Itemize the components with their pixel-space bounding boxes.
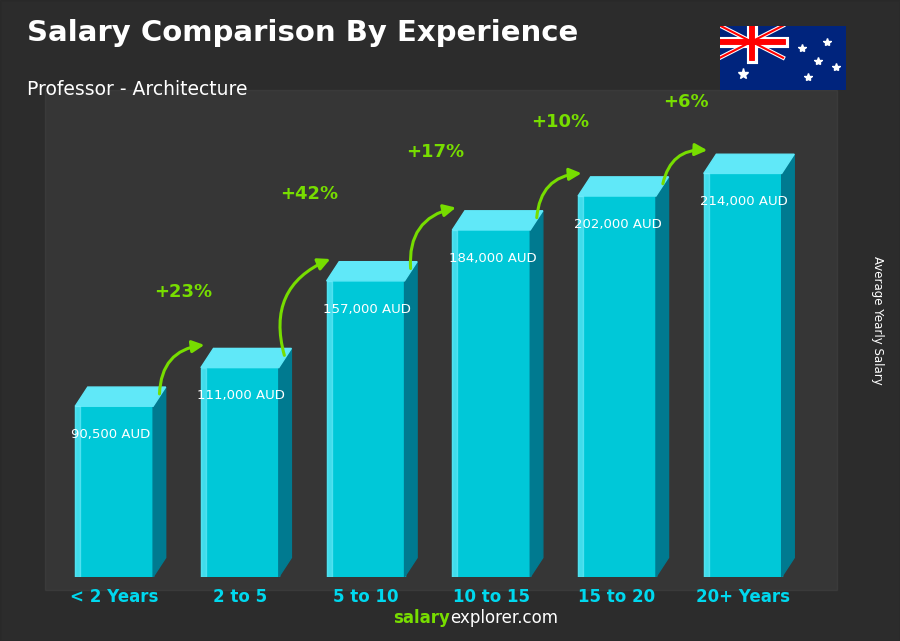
Polygon shape — [327, 281, 331, 577]
Text: salary: salary — [393, 609, 450, 627]
Text: 214,000 AUD: 214,000 AUD — [700, 195, 788, 208]
FancyArrowPatch shape — [159, 342, 201, 394]
Text: Salary Comparison By Experience: Salary Comparison By Experience — [27, 19, 578, 47]
Text: 202,000 AUD: 202,000 AUD — [574, 218, 662, 231]
Polygon shape — [453, 230, 530, 577]
Polygon shape — [578, 177, 669, 196]
Text: explorer.com: explorer.com — [450, 609, 558, 627]
Polygon shape — [76, 406, 153, 577]
Polygon shape — [453, 211, 543, 230]
Text: 184,000 AUD: 184,000 AUD — [448, 252, 536, 265]
Text: 111,000 AUD: 111,000 AUD — [197, 389, 285, 403]
Polygon shape — [656, 177, 669, 577]
FancyArrowPatch shape — [280, 260, 328, 355]
Polygon shape — [201, 349, 292, 368]
Polygon shape — [704, 174, 782, 577]
Polygon shape — [578, 196, 583, 577]
Polygon shape — [704, 154, 795, 174]
Polygon shape — [76, 406, 80, 577]
Polygon shape — [327, 281, 404, 577]
Text: +10%: +10% — [531, 113, 590, 131]
FancyArrowPatch shape — [536, 169, 578, 217]
Polygon shape — [153, 387, 166, 577]
Text: +6%: +6% — [663, 93, 709, 111]
Polygon shape — [327, 262, 417, 281]
Text: +17%: +17% — [406, 143, 464, 161]
Polygon shape — [201, 368, 279, 577]
Polygon shape — [201, 368, 206, 577]
Polygon shape — [76, 387, 166, 406]
Polygon shape — [782, 154, 795, 577]
FancyArrowPatch shape — [662, 145, 704, 184]
Text: +42%: +42% — [280, 185, 338, 203]
Polygon shape — [453, 230, 457, 577]
FancyArrowPatch shape — [410, 206, 453, 269]
Text: 90,500 AUD: 90,500 AUD — [71, 428, 150, 441]
Polygon shape — [578, 196, 656, 577]
Polygon shape — [704, 174, 709, 577]
Text: +23%: +23% — [154, 283, 212, 301]
Polygon shape — [279, 349, 292, 577]
Text: Professor - Architecture: Professor - Architecture — [27, 80, 248, 99]
Polygon shape — [404, 262, 417, 577]
Text: 157,000 AUD: 157,000 AUD — [323, 303, 410, 315]
Polygon shape — [530, 211, 543, 577]
Text: Average Yearly Salary: Average Yearly Salary — [871, 256, 884, 385]
Bar — [720, 58, 783, 90]
